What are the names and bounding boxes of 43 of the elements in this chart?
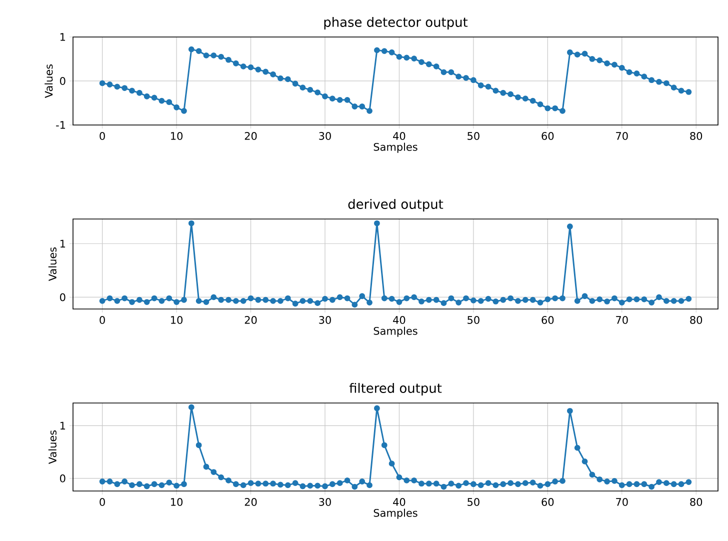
x-tick-label: 20 [244,132,257,140]
x-tick-label: 80 [690,132,702,140]
x-tick-label: 40 [393,498,406,506]
x-tick-label: 20 [244,316,257,324]
y-tick-label: 0 [60,474,66,482]
x-tick-label: 50 [468,132,480,140]
x-tick-label: 30 [319,132,331,140]
x-tick-label: 0 [100,316,105,324]
x-axis-title: Samples [374,142,418,153]
y-tick-label: 1 [60,33,66,41]
chart-title: phase detector output [324,16,468,30]
x-tick-label: 70 [616,498,628,506]
x-tick-label: 10 [171,316,182,324]
x-tick-label: 20 [244,498,257,506]
x-tick-label: 30 [319,316,331,324]
x-tick-label: 60 [542,498,554,506]
x-tick-label: 60 [542,316,554,324]
x-tick-label: 80 [690,498,702,506]
y-tick-label: -1 [56,121,66,129]
y-axis-title: Values [48,430,56,464]
x-tick-label: 50 [468,316,480,324]
x-tick-label: 10 [171,132,182,140]
chart-title: filtered output [349,382,442,396]
x-tick-label: 70 [616,132,628,140]
x-tick-label: 30 [319,498,331,506]
x-axis-title: Samples [374,326,418,337]
y-axis-title: Values [48,247,56,281]
x-tick-label: 50 [468,498,480,506]
y-tick-label: 1 [60,240,66,248]
x-tick-label: 40 [393,316,406,324]
x-tick-label: 40 [393,132,406,140]
x-tick-label: 80 [690,316,702,324]
x-tick-label: 10 [171,498,182,506]
x-tick-label: 60 [542,132,554,140]
x-tick-label: 70 [616,316,628,324]
y-axis-title: Values [44,64,53,98]
y-tick-label: 0 [60,77,66,85]
x-tick-label: 0 [100,132,105,140]
x-axis-title: Samples [374,508,418,519]
y-tick-label: 0 [60,293,66,302]
chart-title: derived output [348,198,444,212]
x-tick-label: 0 [100,498,105,506]
y-tick-label: 1 [60,422,66,430]
